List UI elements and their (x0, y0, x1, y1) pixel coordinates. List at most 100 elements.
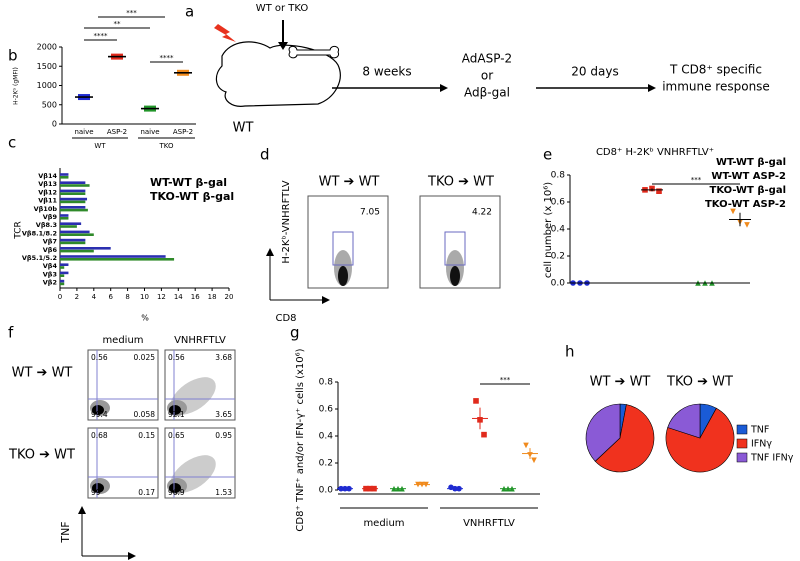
arrow-head (322, 296, 330, 304)
bar (60, 233, 94, 236)
legend-swatch (736, 438, 748, 449)
legend-label: TNF IFNγ (750, 453, 794, 464)
significance-label: *** (691, 176, 702, 184)
legend-label: TKO-WT ASP-2 (705, 199, 786, 210)
bar (60, 225, 77, 228)
y-tick-label: 0.2 (551, 252, 565, 262)
x-tick-label: naive (140, 128, 159, 136)
quadrant-value: 3.68 (215, 353, 232, 362)
bone-label: WT or TKO (256, 3, 309, 14)
data-point (523, 442, 529, 449)
y-tick-label: 0.4 (551, 225, 566, 235)
data-point (744, 222, 750, 228)
arrow-head (278, 42, 288, 50)
gate (444, 231, 466, 266)
category-label: Vβ3 (43, 270, 57, 278)
legend-label: IFNγ (751, 439, 772, 450)
plot-title: CD8⁺ H-2Kᵇ VNHRFTLV⁺ (596, 147, 714, 158)
x-tick-label: 10 (140, 293, 149, 301)
bar (60, 192, 86, 195)
mouse-label: WT (233, 121, 254, 136)
significance-label: **** (160, 54, 175, 62)
legend-swatch (736, 452, 748, 463)
column-label: VNHRFTLV (174, 335, 226, 346)
panel-label: h (565, 343, 575, 361)
y-axis-label: H-2Kᵇ (gMFI) (13, 67, 20, 105)
y-tick-label: 500 (42, 100, 57, 109)
pie-slice (665, 407, 735, 473)
pie-slice (667, 403, 701, 439)
arrow-head (266, 248, 274, 256)
plot-title: TKO ➔ WT (666, 375, 733, 390)
cell-cloud (338, 266, 348, 286)
outcome-label: T CD8⁺ specific (669, 63, 762, 77)
bar (60, 247, 111, 250)
group-label: WT (94, 142, 106, 150)
x-tick-label: 20 (225, 293, 234, 301)
quadrant-value: 0.95 (215, 431, 232, 440)
row-label: WT ➔ WT (12, 366, 73, 381)
cell-cloud (92, 483, 104, 493)
lightning (214, 24, 236, 42)
y-tick-label: 0 (52, 120, 57, 129)
y-tick-label: 0.8 (319, 378, 334, 388)
gate-value: 4.22 (472, 208, 492, 218)
y-tick-label: 0.8 (551, 171, 566, 181)
x-axis-label: CD8 (275, 313, 296, 324)
mean-bar (75, 96, 93, 98)
quadrant-value: 3.65 (215, 410, 232, 419)
quadrant-value: 0.68 (91, 431, 108, 440)
bar (60, 266, 65, 269)
y-axis-label: TNF (59, 521, 72, 543)
group-label: TKO (159, 142, 174, 150)
bar (60, 206, 86, 209)
x-tick-label: 8 (125, 293, 129, 301)
significance-label: ** (114, 20, 122, 28)
gate (332, 231, 354, 266)
significance-label: *** (126, 9, 137, 17)
x-tick-label: 2 (75, 293, 79, 301)
data-point (730, 208, 736, 215)
plot-title: TKO ➔ WT (427, 175, 494, 190)
pie-slice (594, 404, 655, 473)
mean-bar (141, 107, 159, 110)
x-tick-label: 18 (208, 293, 217, 301)
bar (60, 258, 175, 261)
category-label: Vβ6 (43, 246, 58, 254)
bar (60, 274, 65, 277)
vaccine-label: Adβ-gal (464, 86, 510, 100)
bar (60, 279, 65, 283)
quadrant-value: 0.56 (168, 353, 185, 362)
quadrant-value: 0.025 (134, 353, 156, 362)
mouse-outline (215, 41, 341, 107)
mean-bar (108, 55, 126, 58)
panel-label: g (290, 324, 300, 342)
legend-label: WT-WT ASP-2 (711, 171, 786, 182)
category-label: Vβ5.1/5.2 (22, 254, 57, 262)
legend-label: TNF (750, 425, 769, 436)
bar (60, 255, 166, 258)
quadrant-value: 0.15 (138, 431, 155, 440)
x-tick-label: naive (74, 128, 93, 136)
category-label: Vβ4 (43, 262, 58, 270)
bar (60, 189, 86, 193)
y-tick-label: 1500 (37, 62, 57, 71)
category-label: Vβ9 (43, 213, 58, 221)
y-axis-label: cell number (x 10⁶) (543, 182, 554, 278)
significance-label: **** (94, 32, 109, 40)
bar (60, 200, 86, 204)
quadrant-value: 92.1 (168, 410, 185, 419)
x-tick-label: 6 (108, 293, 113, 301)
x-axis-label: % (141, 314, 149, 323)
y-axis-label: TCR (14, 221, 24, 240)
quadrant-value: 0.56 (91, 353, 108, 362)
arrow-head (78, 506, 86, 514)
arrow-head (128, 552, 136, 560)
data-point (473, 398, 479, 404)
panel-label: c (8, 134, 16, 152)
step-label: 8 weeks (362, 65, 411, 79)
quadrant-value: 96.9 (168, 488, 185, 497)
bar (60, 176, 69, 179)
bar (60, 184, 90, 187)
